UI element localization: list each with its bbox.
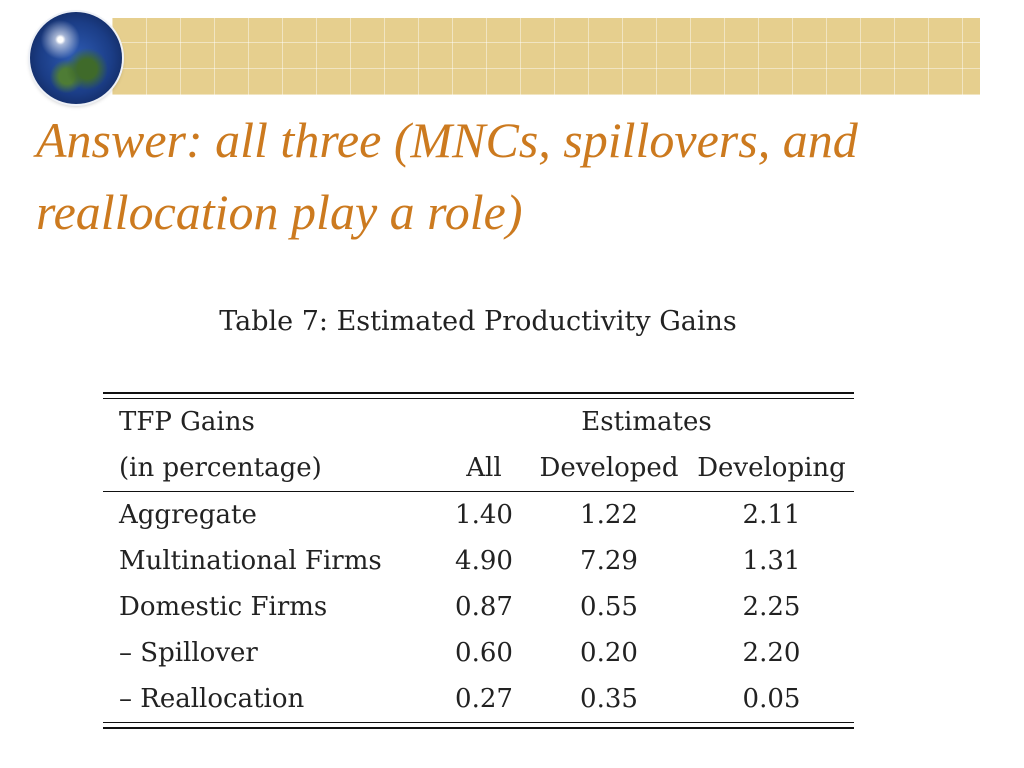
cell-developed: 1.22	[580, 500, 638, 530]
table-row: – Reallocation 0.27 0.35 0.05	[103, 676, 854, 722]
row-label: Aggregate	[119, 500, 257, 530]
table-row: Domestic Firms 0.87 0.55 2.25	[103, 584, 854, 630]
cell-developing: 0.05	[742, 684, 801, 714]
cell-developing: 2.11	[742, 500, 801, 530]
column-header-developed: Developed	[529, 445, 689, 492]
row-label: – Spillover	[119, 638, 258, 668]
table-header-row: TFP Gains Estimates	[103, 399, 854, 445]
header-group-estimates: Estimates	[581, 407, 712, 437]
column-header-developing: Developing	[689, 445, 854, 492]
table-caption: Table 7: Estimated Productivity Gains	[219, 306, 737, 337]
header-sublabel: (in percentage)	[103, 445, 439, 492]
slide-title: Answer: all three (MNCs, spillovers, and…	[36, 112, 858, 240]
column-header-all: All	[439, 445, 529, 492]
cell-developing: 2.20	[742, 638, 801, 668]
cell-developing: 2.25	[742, 592, 801, 622]
cell-all: 4.90	[455, 546, 513, 576]
cell-all: 0.87	[455, 592, 513, 622]
row-label: Domestic Firms	[119, 592, 328, 622]
cell-developed: 0.20	[580, 638, 638, 668]
cell-developed: 0.35	[580, 684, 638, 714]
productivity-table: TFP Gains Estimates (in percentage) All …	[103, 392, 854, 729]
table-header-row: (in percentage) All Developed Developing	[103, 445, 854, 492]
cell-developed: 0.55	[580, 592, 638, 622]
row-label: – Reallocation	[119, 684, 305, 714]
table-row: Multinational Firms 4.90 7.29 1.31	[103, 538, 854, 584]
cell-developing: 1.31	[742, 546, 801, 576]
cell-all: 0.27	[455, 684, 513, 714]
row-label: Multinational Firms	[119, 546, 382, 576]
cell-developed: 7.29	[580, 546, 638, 576]
table-row: – Spillover 0.60 0.20 2.20	[103, 630, 854, 676]
cell-all: 0.60	[455, 638, 513, 668]
header-label: TFP Gains	[119, 407, 255, 437]
cell-all: 1.40	[455, 500, 513, 530]
table-row: Aggregate 1.40 1.22 2.11	[103, 492, 854, 539]
globe-icon	[30, 12, 122, 104]
header-banner	[112, 18, 980, 95]
